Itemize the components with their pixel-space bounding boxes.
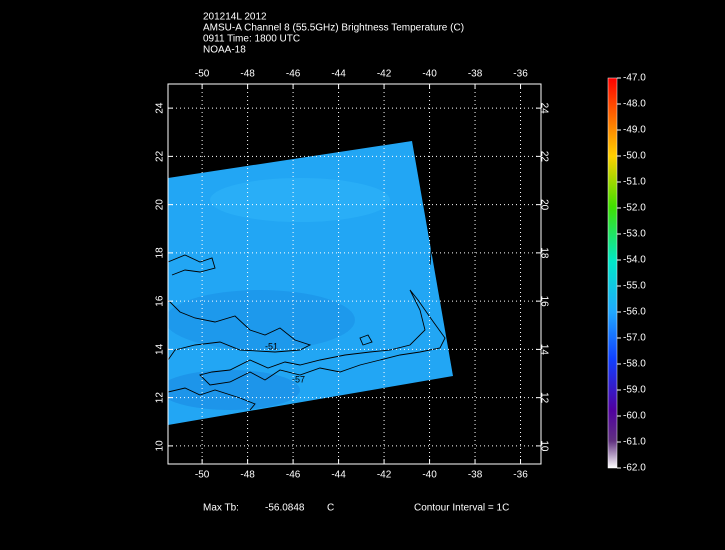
colorbar-label: -53.0 xyxy=(623,229,646,240)
x-tick-label: -48 xyxy=(240,69,255,80)
x-tick-label: -50 xyxy=(195,69,210,80)
x-tick-label: -46 xyxy=(286,69,301,80)
swath-shade xyxy=(168,290,355,350)
y-tick-label: 12 xyxy=(155,392,166,404)
y-tick-label: 10 xyxy=(538,440,549,452)
max-tb-label: Max Tb: xyxy=(203,503,239,514)
swath-shade xyxy=(210,178,390,222)
max-tb-value: -56.0848 xyxy=(265,503,305,514)
x-tick-label: -38 xyxy=(468,470,483,481)
contour-line xyxy=(168,254,216,276)
contour-line xyxy=(425,214,433,266)
map-frame xyxy=(167,83,542,465)
x-tick-label: -44 xyxy=(331,69,346,80)
contour-line xyxy=(168,387,256,411)
x-tick-label: -40 xyxy=(422,69,437,80)
x-tick-label: -40 xyxy=(422,470,437,481)
colorbar-label: -50.0 xyxy=(623,151,646,162)
colorbar-label: -47.0 xyxy=(623,73,646,84)
contour-label: -57 xyxy=(292,374,305,384)
x-tick-label: -38 xyxy=(468,69,483,80)
colorbar xyxy=(607,77,618,469)
colorbar-ticks: -47.0 -48.0 -49.0 -50.0 -51.0 -52.0 -53.0 -54.0… xyxy=(617,73,646,474)
y-tick-label: 20 xyxy=(538,199,549,211)
colorbar-label: -54.0 xyxy=(623,255,646,266)
x-tick-label: -36 xyxy=(513,470,528,481)
colorbar-label: -62.0 xyxy=(623,463,646,474)
x-tick-label: -46 xyxy=(286,470,301,481)
y-tick-label: 24 xyxy=(538,103,549,115)
contour-line xyxy=(359,334,373,346)
contour-interval: Contour Interval = 1C xyxy=(414,503,509,514)
x-tick-label: -36 xyxy=(513,69,528,80)
colorbar-label: -55.0 xyxy=(623,281,646,292)
header-line: 0911 Time: 1800 UTC xyxy=(203,34,300,45)
y-tick-label: 14 xyxy=(155,343,166,355)
y-tick-label: 14 xyxy=(538,344,549,356)
colorbar-label: -51.0 xyxy=(623,177,646,188)
colorbar-label: -61.0 xyxy=(623,437,646,448)
header-line: 201214L 2012 xyxy=(203,12,267,23)
y-tick-label: 22 xyxy=(538,151,549,163)
colorbar-label: -49.0 xyxy=(623,125,646,136)
swath: -51 -57 xyxy=(168,141,453,425)
y-tick-label: 16 xyxy=(155,295,166,307)
x-tick-label: -42 xyxy=(377,470,392,481)
contour-line xyxy=(168,299,312,361)
y-tick-label: 10 xyxy=(155,440,166,452)
x-tick-label: -50 xyxy=(195,470,210,481)
contour-line xyxy=(199,289,446,386)
colorbar-label: -60.0 xyxy=(623,411,646,422)
header-line: AMSU-A Channel 8 (55.5GHz) Brightness Te… xyxy=(203,23,464,34)
y-tick-label: 16 xyxy=(538,296,549,308)
header-line: NOAA-18 xyxy=(203,45,246,56)
axes: -50 -50 -48 -48 -46 -46 -44 -44 -42 -42 -40 -40 -38 -… xyxy=(155,69,550,481)
x-tick-label: -44 xyxy=(331,470,346,481)
y-tick-label: 22 xyxy=(155,150,166,162)
max-tb-unit: C xyxy=(327,503,334,514)
x-tick-label: -48 xyxy=(240,470,255,481)
colorbar-label: -57.0 xyxy=(623,333,646,344)
y-tick-label: 18 xyxy=(538,247,549,259)
y-tick-label: 12 xyxy=(538,392,549,404)
colorbar-label: -58.0 xyxy=(623,359,646,370)
x-tick-label: -42 xyxy=(377,69,392,80)
colorbar-label: -52.0 xyxy=(623,203,646,214)
colorbar-label: -59.0 xyxy=(623,385,646,396)
colorbar-label: -56.0 xyxy=(623,307,646,318)
colorbar-label: -48.0 xyxy=(623,99,646,110)
y-tick-label: 18 xyxy=(155,247,166,259)
y-tick-label: 20 xyxy=(155,199,166,211)
contour-label: -51 xyxy=(265,341,278,351)
swath-shade xyxy=(168,370,300,410)
y-tick-label: 24 xyxy=(155,102,166,114)
